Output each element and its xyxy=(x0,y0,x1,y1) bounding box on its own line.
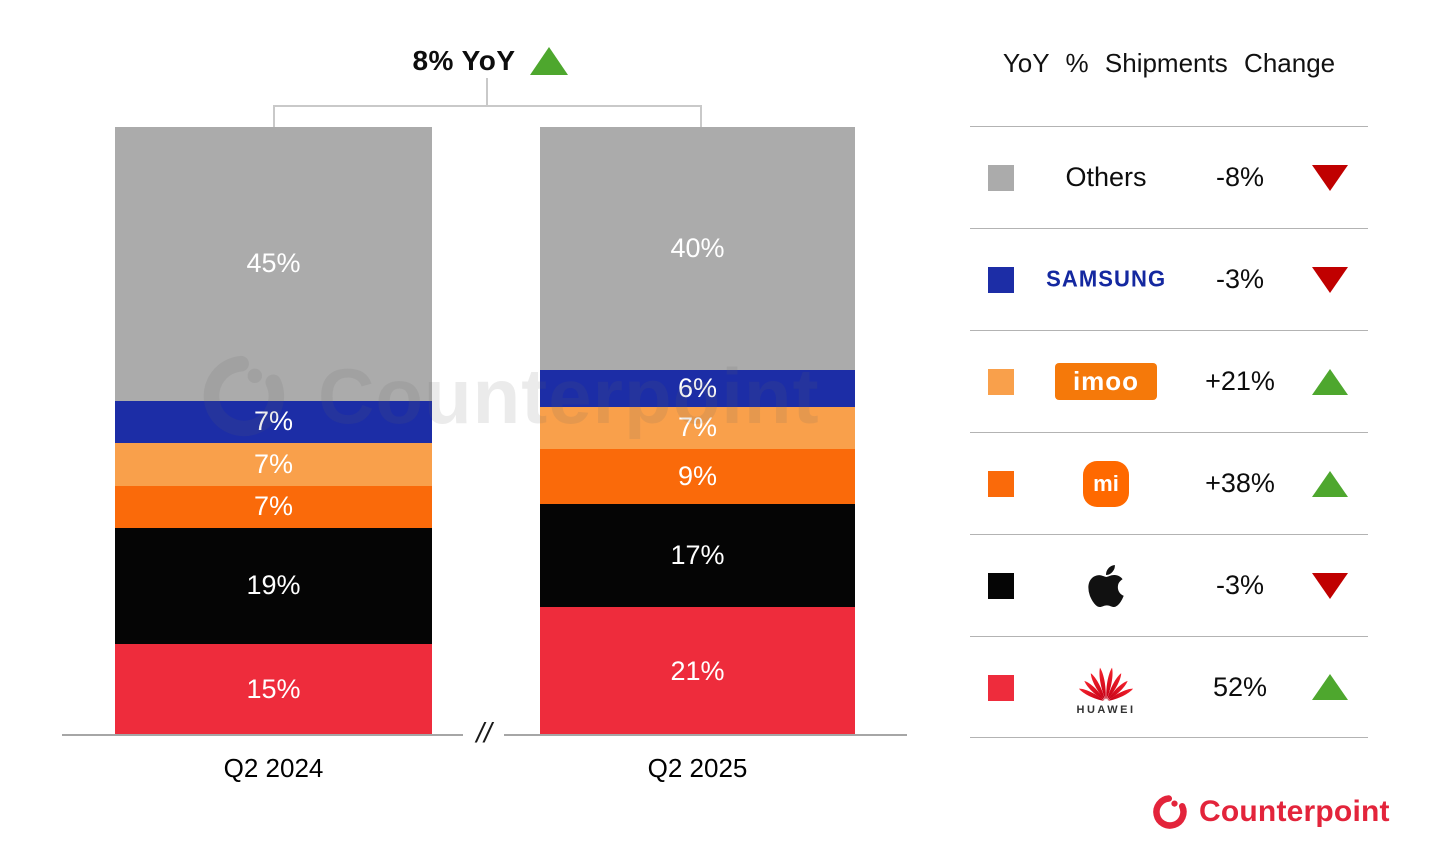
segment-value-label: 15% xyxy=(246,673,301,704)
bracket-left-tick xyxy=(273,105,275,127)
segment-value-label: 7% xyxy=(677,412,718,443)
q2-2024-xiaomi-segment: 7% xyxy=(115,485,432,529)
x-axis-line-right xyxy=(504,734,907,736)
xiaomi-change-value: +38% xyxy=(1205,468,1275,498)
samsung-color-chip xyxy=(988,267,1014,293)
up-triangle-icon xyxy=(1312,368,1348,395)
x-axis-label-q2-2025: Q2 2025 xyxy=(647,753,748,783)
q2-2024-samsung-segment: 7% xyxy=(115,400,432,444)
legend-row-others: Others -8% xyxy=(970,126,1368,228)
others-color-chip xyxy=(988,165,1014,191)
segment-value-label: 6% xyxy=(677,372,718,403)
segment-value-label: 9% xyxy=(677,461,718,492)
huawei-change-value: 52% xyxy=(1212,671,1268,702)
imoo-change-value: +21% xyxy=(1205,366,1275,396)
q2-2025-others-segment: 40% xyxy=(540,127,855,371)
imoo-logo: imoo xyxy=(1055,363,1157,400)
others-change-value: -8% xyxy=(1215,162,1264,192)
legend-title: YoY % Shipments Change xyxy=(1002,48,1336,78)
bracket-right-tick xyxy=(700,105,702,127)
legend-row-samsung: SAMSUNG -3% xyxy=(970,228,1368,330)
imoo-color-chip xyxy=(988,369,1014,395)
q2-2024-huawei-segment: 15% xyxy=(115,643,432,735)
x-axis-label-q2-2024: Q2 2024 xyxy=(223,753,324,783)
counterpoint-c-icon xyxy=(1153,795,1187,829)
apple-logo-icon xyxy=(1086,562,1126,610)
up-triangle-icon xyxy=(1312,470,1348,497)
counterpoint-logo: Counterpoint xyxy=(1150,792,1390,832)
segment-value-label: 45% xyxy=(246,248,301,279)
up-triangle-icon xyxy=(1312,674,1348,700)
segment-value-label: 40% xyxy=(670,233,725,264)
legend-row-huawei: HUAWEI 52% xyxy=(970,636,1368,738)
q2-2024-others-segment: 45% xyxy=(115,127,432,401)
down-triangle-icon xyxy=(1312,164,1348,191)
segment-value-label: 17% xyxy=(670,540,725,571)
legend-rows: Others -8% SAMSUNG -3% imoo +21% mi +38% xyxy=(970,126,1368,738)
q2-2025-imoo-segment: 7% xyxy=(540,406,855,450)
huawei-logo: HUAWEI xyxy=(1077,659,1136,716)
up-triangle-icon xyxy=(529,47,568,75)
others-label: Others xyxy=(1065,162,1147,192)
xiaomi-color-chip xyxy=(988,471,1014,497)
xiaomi-mi-logo: mi xyxy=(1083,460,1129,507)
legend-row-xiaomi: mi +38% xyxy=(970,432,1368,534)
stacked-bar-q2-2025: 40% 6% 7% 9% 17% 21% xyxy=(540,127,855,735)
q2-2025-samsung-segment: 6% xyxy=(540,370,855,407)
segment-value-label: 7% xyxy=(253,491,294,522)
huawei-wordmark: HUAWEI xyxy=(1076,703,1136,716)
x-axis-line-left xyxy=(62,734,463,736)
legend-row-imoo: imoo +21% xyxy=(970,330,1368,432)
q2-2025-apple-segment: 17% xyxy=(540,503,855,608)
segment-value-label: 7% xyxy=(253,448,294,479)
huawei-flower-icon xyxy=(1078,667,1134,701)
segment-value-label: 7% xyxy=(253,406,294,437)
bracket-horizontal-line xyxy=(273,105,702,107)
q2-2024-imoo-segment: 7% xyxy=(115,443,432,486)
down-triangle-icon xyxy=(1312,266,1348,293)
samsung-logo: SAMSUNG xyxy=(1045,266,1167,292)
apple-change-value: -3% xyxy=(1215,570,1264,600)
samsung-change-value: -3% xyxy=(1215,264,1264,294)
yoy-total-change-text: 8% YoY xyxy=(412,45,516,76)
stacked-bar-q2-2024: 45% 7% 7% 7% 19% 15% xyxy=(115,127,432,735)
axis-break-symbol: // xyxy=(476,717,492,748)
counterpoint-logo-text: Counterpoint xyxy=(1199,795,1390,828)
legend-row-apple: -3% xyxy=(970,534,1368,636)
q2-2024-apple-segment: 19% xyxy=(115,528,432,644)
segment-value-label: 21% xyxy=(670,655,725,686)
segment-value-label: 19% xyxy=(246,570,301,601)
bracket-stem-line xyxy=(486,78,488,106)
chart-title: 8% YoY xyxy=(340,44,640,78)
q2-2025-xiaomi-segment: 9% xyxy=(540,449,855,504)
down-triangle-icon xyxy=(1312,572,1348,599)
apple-color-chip xyxy=(988,573,1014,599)
q2-2025-huawei-segment: 21% xyxy=(540,607,855,735)
huawei-color-chip xyxy=(988,675,1014,701)
